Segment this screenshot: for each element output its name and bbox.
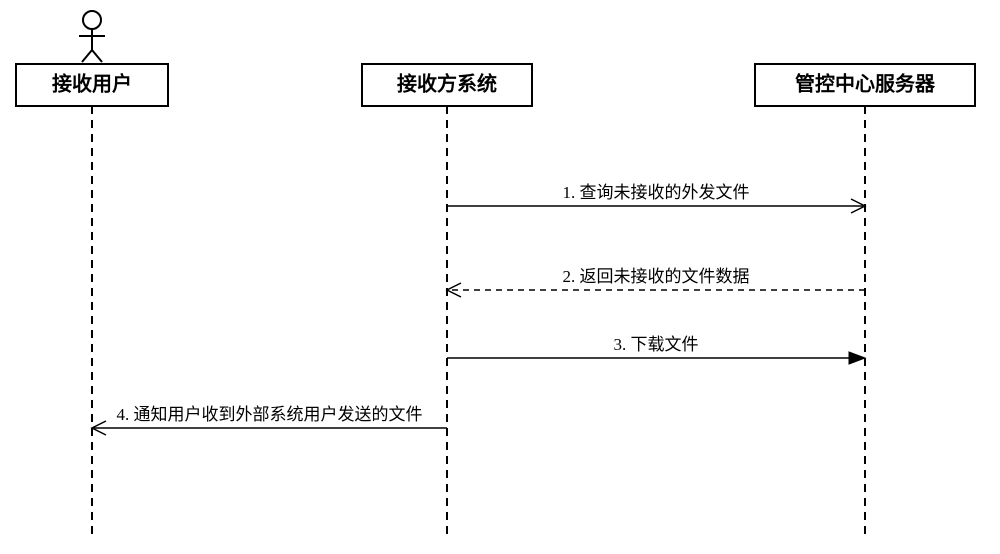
participant-label-server: 管控中心服务器 <box>795 72 936 96</box>
message-arrow-3 <box>849 352 865 364</box>
message-label-4: 4. 通知用户收到外部系统用户发送的文件 <box>117 405 423 424</box>
message-label-2: 2. 返回未接收的文件数据 <box>563 267 750 286</box>
actor-icon <box>79 11 105 62</box>
participant-label-receiver: 接收方系统 <box>397 72 497 96</box>
message-label-1: 1. 查询未接收的外发文件 <box>563 183 750 202</box>
sequence-diagram: 接收用户 接收方系统 管控中心服务器 1. 查询未接收的外发文件 2. 返回未接收的文件… <box>0 0 1000 554</box>
message-label-3: 3. 下载文件 <box>614 335 699 354</box>
participant-label-user: 接收用户 <box>52 72 132 96</box>
